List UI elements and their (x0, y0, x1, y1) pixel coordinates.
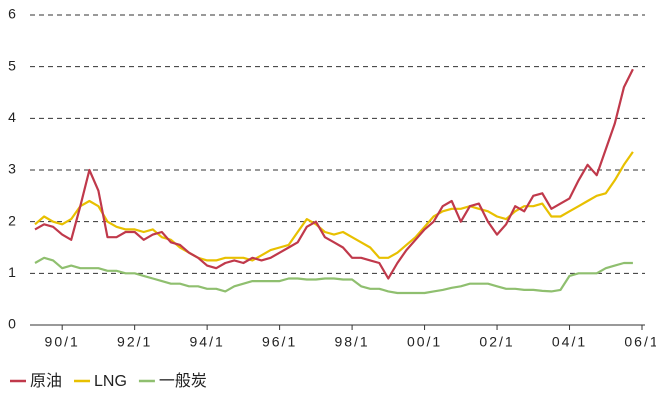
legend-label: 一般炭 (159, 372, 207, 390)
y-tick-label: 3 (8, 161, 16, 177)
x-tick-label: 98/1 (334, 334, 369, 350)
series-line (34, 68, 634, 280)
x-tick-label: 00/1 (407, 334, 442, 350)
x-tick-label: 94/1 (190, 334, 225, 350)
series-line (34, 256, 633, 295)
legend-label: LNG (94, 373, 127, 390)
x-tick-label: 96/1 (262, 334, 297, 350)
x-tick-label: 02/1 (479, 334, 514, 350)
y-tick-label: 0 (8, 316, 16, 332)
x-tick-label: 06/1 (624, 334, 656, 350)
legend-label: 原油 (30, 372, 62, 390)
x-tick-label: 92/1 (117, 334, 152, 350)
series-line (34, 151, 634, 262)
y-tick-label: 5 (8, 57, 16, 73)
x-tick-label: 90/1 (45, 334, 80, 350)
y-tick-label: 1 (8, 264, 16, 280)
y-tick-label: 2 (8, 212, 16, 228)
y-tick-label: 4 (8, 109, 16, 125)
y-tick-label: 6 (8, 6, 16, 22)
x-tick-label: 04/1 (552, 334, 587, 350)
